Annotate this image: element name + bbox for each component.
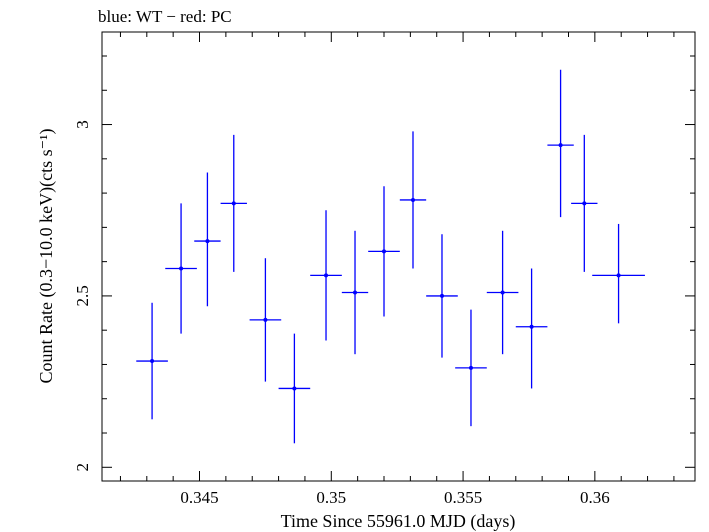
data-marker — [468, 365, 473, 370]
data-marker — [529, 324, 534, 329]
data-series — [136, 69, 645, 444]
y-tick-label: 2 — [73, 463, 92, 472]
data-point — [341, 230, 369, 355]
data-point — [399, 131, 427, 269]
x-axis-label: Time Since 55961.0 MJD (days) — [281, 511, 516, 532]
y-axis-label: Count Rate (0.3−10.0 keV)(cts s⁻¹) — [36, 128, 57, 383]
data-marker — [582, 201, 587, 206]
data-marker — [353, 290, 358, 295]
data-marker — [616, 273, 621, 278]
data-marker — [263, 317, 268, 322]
data-point — [426, 234, 458, 358]
x-tick-label: 0.35 — [316, 488, 346, 507]
data-point — [486, 230, 519, 355]
x-tick-label: 0.345 — [180, 488, 218, 507]
data-marker — [382, 249, 387, 254]
data-point — [592, 223, 645, 324]
data-marker — [205, 239, 210, 244]
data-point — [249, 258, 282, 382]
y-axis: 22.53 — [73, 55, 695, 472]
plot-frame — [101, 31, 696, 482]
chart-title: blue: WT − red: PC — [98, 7, 232, 26]
data-point — [136, 302, 168, 420]
x-tick-label: 0.355 — [444, 488, 482, 507]
data-marker — [179, 266, 184, 271]
data-marker — [410, 197, 415, 202]
data-point — [278, 333, 311, 444]
y-tick-label: 3 — [73, 120, 92, 129]
data-marker — [292, 386, 297, 391]
data-point — [310, 210, 342, 341]
data-point — [515, 268, 548, 389]
data-marker — [558, 143, 563, 148]
data-point — [455, 309, 487, 427]
data-point — [571, 134, 598, 272]
data-marker — [231, 201, 236, 206]
x-tick-label: 0.36 — [580, 488, 610, 507]
y-tick-label: 2.5 — [73, 285, 92, 306]
data-marker — [500, 290, 505, 295]
data-point — [547, 69, 574, 218]
data-point — [165, 203, 197, 334]
x-axis: 0.345 0.35 0.355 0.36 — [119, 32, 675, 507]
data-marker — [439, 293, 444, 298]
data-marker — [150, 359, 155, 364]
data-point — [220, 134, 247, 272]
data-marker — [324, 273, 329, 278]
data-point — [368, 186, 400, 317]
data-point — [194, 172, 221, 307]
